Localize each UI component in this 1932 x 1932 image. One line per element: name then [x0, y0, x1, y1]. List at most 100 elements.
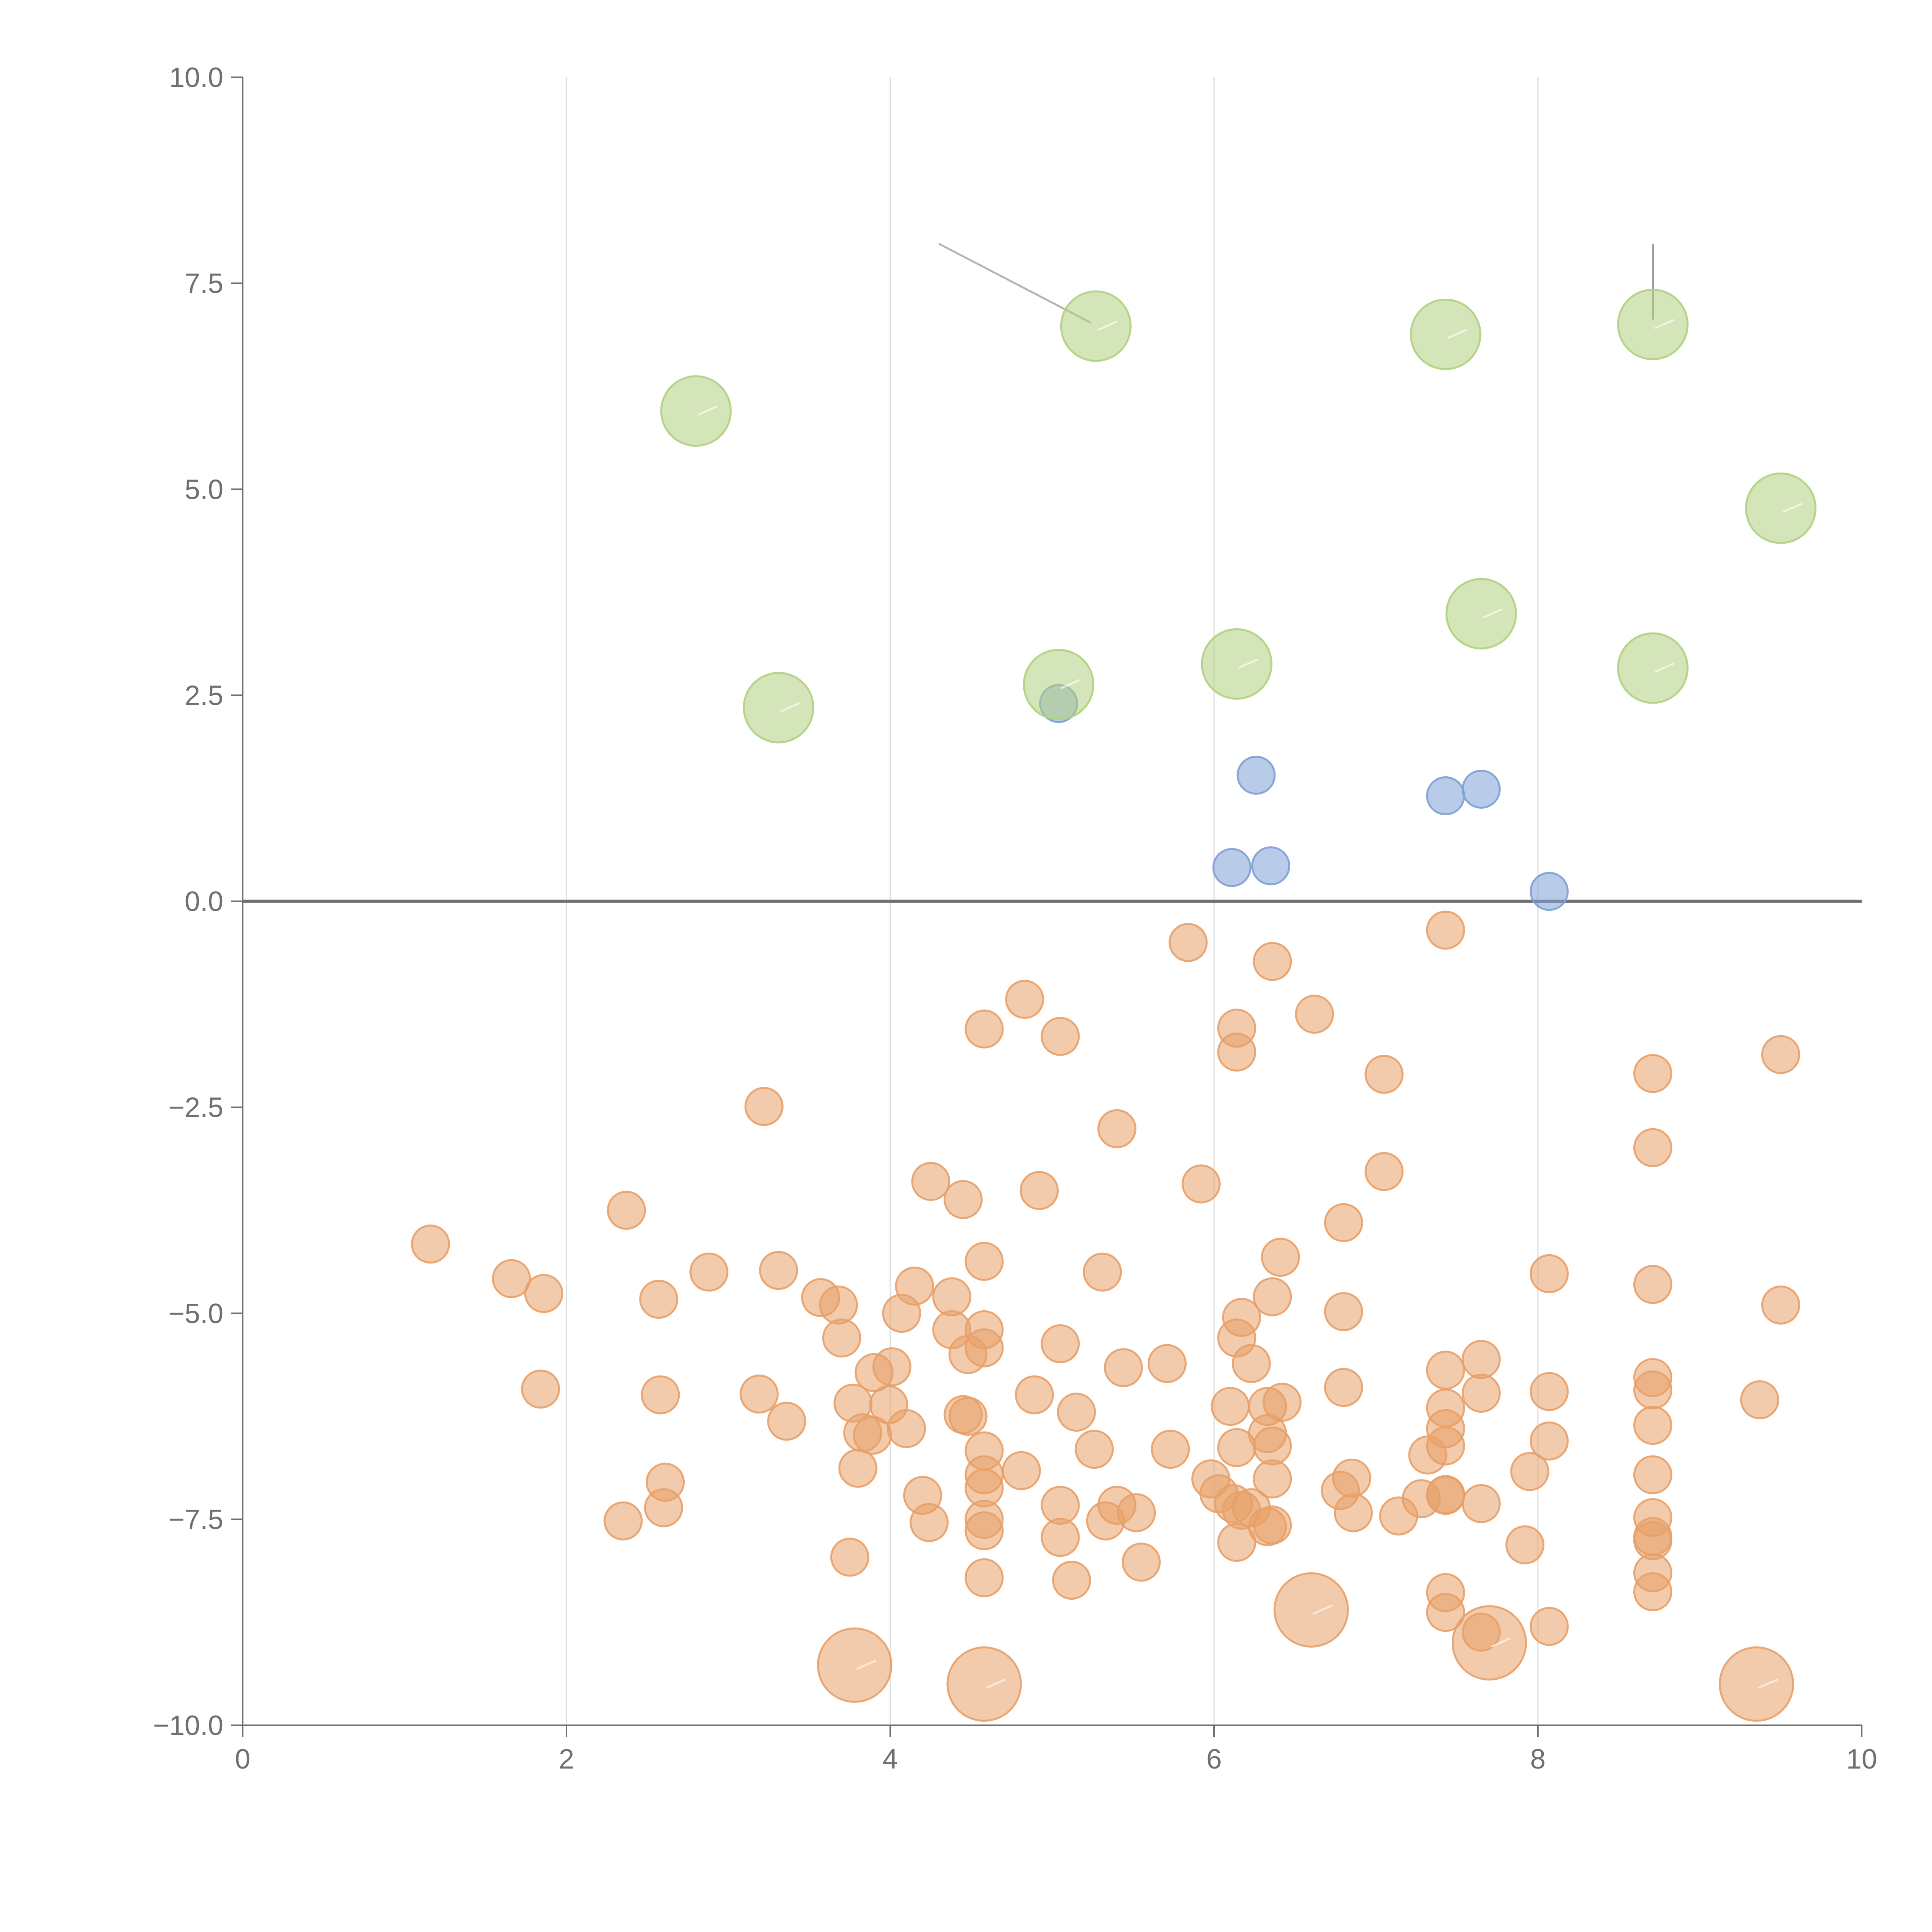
- orange-point: [1086, 1501, 1125, 1541]
- orange-point: [1015, 1375, 1054, 1415]
- orange-point: [887, 1409, 926, 1448]
- green-point: [1445, 578, 1517, 650]
- orange-point: [910, 1503, 949, 1542]
- orange-point: [1104, 1348, 1143, 1387]
- orange-point: [1019, 1171, 1059, 1210]
- y-tick-label: −2.5: [168, 1092, 223, 1123]
- orange-point: [1005, 980, 1044, 1019]
- bubble-highlight: [1782, 503, 1803, 513]
- green-point: [1023, 649, 1095, 721]
- bubble-highlight: [1483, 608, 1503, 619]
- annotation-lines: [938, 243, 1654, 324]
- bubble-highlight: [1238, 658, 1259, 669]
- orange-point: [1333, 1493, 1373, 1532]
- orange-point: [964, 1511, 1004, 1551]
- bubble-highlight: [1447, 329, 1468, 339]
- orange-point: [1041, 1017, 1080, 1056]
- orange-point: [1461, 1374, 1501, 1413]
- orange-point: [882, 1294, 921, 1333]
- green-point: [1617, 289, 1689, 361]
- orange-point: [1364, 1054, 1404, 1094]
- orange-point: [1529, 1421, 1569, 1461]
- orange-point: [964, 1009, 1004, 1049]
- blue-point: [1251, 846, 1291, 886]
- orange-point: [1253, 1505, 1292, 1545]
- orange-point: [944, 1180, 983, 1219]
- x-tick-label: 8: [1530, 1744, 1546, 1775]
- green-point: [1410, 298, 1481, 370]
- x-tick-label: 4: [883, 1744, 898, 1775]
- orange-point: [1253, 1277, 1292, 1316]
- y-tick-label: −7.5: [168, 1504, 223, 1535]
- orange-point: [1379, 1496, 1418, 1536]
- orange-point: [1057, 1393, 1096, 1432]
- orange-point: [1052, 1561, 1091, 1600]
- orange-point: [1426, 1593, 1465, 1632]
- orange-point: [964, 1558, 1004, 1597]
- orange-point: [1633, 1128, 1672, 1167]
- orange-point: [1633, 1370, 1672, 1410]
- orange-point: [1295, 995, 1334, 1034]
- x-tick-label: 6: [1206, 1744, 1222, 1775]
- orange-point: [1261, 1238, 1300, 1277]
- orange-point: [411, 1225, 450, 1264]
- orange-point: [1217, 1032, 1257, 1072]
- orange-point: [1253, 942, 1292, 981]
- y-tick-label: 5.0: [185, 474, 223, 505]
- orange-point: [1041, 1518, 1080, 1557]
- bubble-highlight: [1654, 662, 1675, 673]
- orange-point: [1761, 1285, 1800, 1325]
- bubble-highlight: [986, 1679, 1006, 1689]
- orange-point: [822, 1318, 861, 1358]
- orange-point: [1253, 1426, 1292, 1466]
- orange-point: [1740, 1380, 1779, 1420]
- orange-point: [854, 1353, 894, 1392]
- bubble-highlight: [697, 405, 718, 416]
- y-tick-label: −10.0: [153, 1710, 223, 1741]
- orange-point: [948, 1335, 988, 1374]
- bubble-highlight: [1313, 1604, 1333, 1615]
- orange-point: [1633, 1265, 1672, 1304]
- orange-point: [1253, 1459, 1292, 1498]
- orange-point: [767, 1401, 806, 1441]
- tick-labels: 0 2 4 6 8 10 −10.0 −7.5 −5.0 −2.5 0.0 2.5 5.0 7.5 10.0: [153, 62, 1877, 1775]
- orange-point: [1121, 1543, 1161, 1582]
- orange-point: [1151, 1430, 1190, 1469]
- orange-point: [1324, 1203, 1363, 1242]
- x-tick-label: 0: [235, 1744, 250, 1775]
- orange-point: [1719, 1646, 1794, 1722]
- orange-point: [853, 1415, 892, 1455]
- orange-point: [830, 1537, 869, 1577]
- green-point: [1060, 290, 1132, 362]
- orange-point: [604, 1501, 643, 1541]
- orange-point: [1529, 1372, 1569, 1411]
- orange-point: [1461, 1484, 1501, 1523]
- data-points: [411, 289, 1816, 1722]
- orange-point: [1083, 1252, 1122, 1292]
- orange-point: [964, 1242, 1004, 1281]
- orange-point: [641, 1375, 680, 1415]
- orange-point: [911, 1162, 951, 1201]
- x-tick-label: 10: [1846, 1744, 1877, 1775]
- blue-point: [1461, 769, 1501, 809]
- y-tick-label: 7.5: [185, 268, 223, 299]
- orange-point: [819, 1285, 858, 1325]
- orange-point: [1211, 1387, 1250, 1426]
- orange-point: [524, 1274, 563, 1313]
- orange-point: [1324, 1368, 1363, 1407]
- blue-point: [1236, 755, 1276, 795]
- orange-point: [1147, 1344, 1187, 1383]
- green-point: [660, 375, 732, 447]
- orange-point: [1451, 1605, 1527, 1681]
- orange-point: [1510, 1452, 1549, 1491]
- bubble-highlight: [1097, 320, 1118, 331]
- orange-point: [1181, 1164, 1221, 1204]
- orange-point: [1364, 1152, 1404, 1191]
- orange-point: [607, 1190, 646, 1230]
- orange-point: [1461, 1340, 1501, 1379]
- blue-point: [1426, 776, 1465, 816]
- blue-point: [1212, 848, 1252, 887]
- orange-point: [1324, 1292, 1363, 1331]
- orange-point: [1633, 1572, 1672, 1612]
